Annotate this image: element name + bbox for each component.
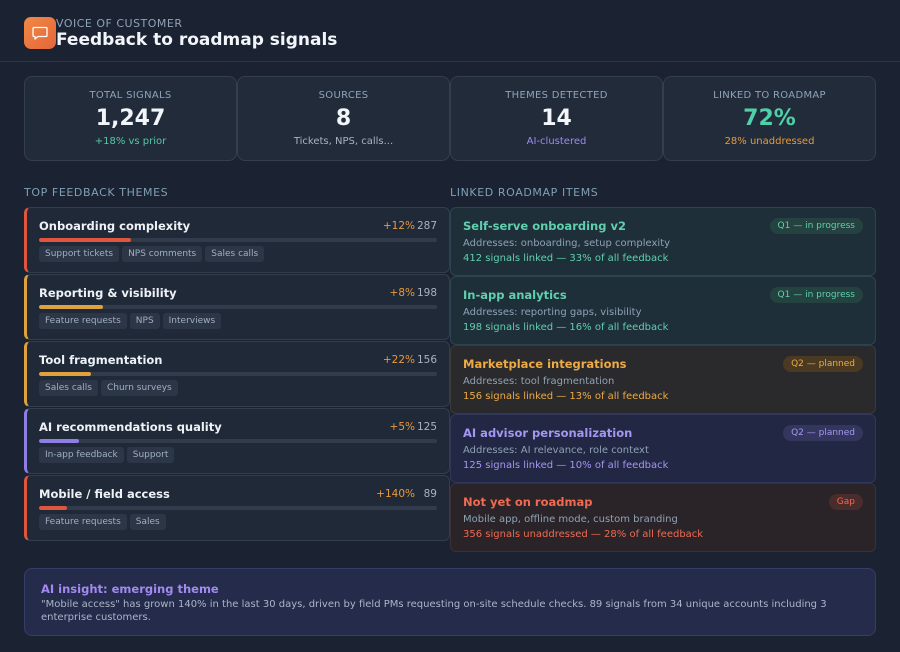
- theme-delta: +5%: [389, 421, 415, 433]
- stat-card-sources: SOURCES 8 Tickets, NPS, calls...: [237, 76, 450, 161]
- stat-card-total-signals: TOTAL SIGNALS 1,247 +18% vs prior: [24, 76, 237, 161]
- stat-value: 72%: [743, 106, 796, 131]
- stat-value: 8: [335, 106, 352, 131]
- theme-progress-fill: [39, 439, 79, 443]
- roadmap-item-linked: 156 signals linked — 13% of all feedback: [463, 391, 669, 402]
- roadmap-item-linked: 356 signals unaddressed — 28% of all fee…: [463, 529, 704, 540]
- source-tag: Sales: [129, 514, 166, 530]
- theme-progress-track: [39, 238, 437, 242]
- roadmap-status-badge: Q1 — in progress: [769, 218, 863, 234]
- roadmap-item-name: Self-serve onboarding v2: [463, 219, 626, 233]
- source-tag: Feature requests: [39, 514, 127, 530]
- stat-card-linked-to-roadmap: LINKED TO ROADMAP 72% 28% unaddressed: [663, 76, 876, 161]
- theme-count: 125: [416, 421, 437, 433]
- theme-card[interactable]: Reporting & visibility +8% 198 Feature requ…: [24, 274, 450, 340]
- chat-bubble-icon: [24, 17, 56, 49]
- roadmap-item-linked: 412 signals linked — 33% of all feedback: [463, 253, 669, 264]
- app-header: VOICE OF CUSTOMER Feedback to roadmap si…: [0, 0, 900, 62]
- insight-text: "Mobile access" has grown 140% in the la…: [41, 599, 827, 623]
- roadmap-status-badge: Q2 — planned: [783, 356, 863, 372]
- stat-value: 14: [541, 106, 572, 131]
- theme-progress-track: [39, 439, 437, 443]
- theme-count: 89: [423, 488, 437, 500]
- theme-progress-fill: [39, 372, 91, 376]
- stat-label: LINKED TO ROADMAP: [713, 90, 826, 101]
- ai-insight-panel: AI insight: emerging theme "Mobile acces…: [24, 568, 876, 636]
- stat-sub: +18% vs prior: [94, 136, 167, 147]
- insight-title: AI insight: emerging theme: [41, 582, 219, 596]
- theme-progress-fill: [39, 305, 103, 309]
- themes-section-title: TOP FEEDBACK THEMES: [24, 186, 169, 199]
- source-tag: Sales calls: [39, 380, 98, 396]
- theme-progress-track: [39, 305, 437, 309]
- theme-card[interactable]: Mobile / field access +140% 89 Feature requ…: [24, 475, 450, 541]
- theme-delta: +12%: [382, 220, 415, 232]
- source-tag: Support tickets: [39, 246, 120, 262]
- theme-tags: Sales calls Churn surveys: [39, 380, 178, 396]
- roadmap-status-badge: Q2 — planned: [783, 425, 863, 441]
- theme-name: Onboarding complexity: [39, 219, 191, 233]
- roadmap-section-title: LINKED ROADMAP ITEMS: [450, 186, 599, 199]
- roadmap-item-addresses: Addresses: AI relevance, role context: [463, 445, 649, 456]
- theme-progress-track: [39, 506, 437, 510]
- page-eyebrow: VOICE OF CUSTOMER: [56, 17, 183, 30]
- roadmap-item-name: Marketplace integrations: [463, 357, 627, 371]
- stat-sub: 28% unaddressed: [724, 136, 815, 147]
- source-tag: Feature requests: [39, 313, 127, 329]
- theme-card[interactable]: Onboarding complexity +12% 287 Support tick…: [24, 207, 450, 273]
- theme-delta: +22%: [382, 354, 415, 366]
- roadmap-item[interactable]: In-app analytics Q1 — in progress Addresse…: [450, 276, 876, 345]
- source-tag: In-app feedback: [39, 447, 124, 463]
- source-tag: NPS comments: [122, 246, 203, 262]
- stat-sub: Tickets, NPS, calls...: [293, 136, 394, 147]
- roadmap-status-badge: Q1 — in progress: [769, 287, 863, 303]
- theme-name: Tool fragmentation: [39, 353, 163, 367]
- stat-sub: AI-clustered: [526, 136, 587, 147]
- theme-tags: In-app feedback Support: [39, 447, 175, 463]
- theme-delta: +140%: [376, 488, 415, 500]
- theme-card[interactable]: Tool fragmentation +22% 156 Sales calls Chur…: [24, 341, 450, 407]
- theme-card[interactable]: AI recommendations quality +5% 125 In-app f…: [24, 408, 450, 474]
- theme-tags: Support tickets NPS comments Sales calls: [39, 246, 265, 262]
- stats-row: TOTAL SIGNALS 1,247 +18% vs prior SOURCE…: [24, 76, 876, 161]
- theme-count: 198: [416, 287, 437, 299]
- roadmap-item-addresses: Addresses: onboarding, setup complexity: [463, 238, 671, 249]
- roadmap-item[interactable]: Self-serve onboarding v2 Q1 — in progress…: [450, 207, 876, 276]
- source-tag: Sales calls: [205, 246, 265, 262]
- roadmap-item-name: In-app analytics: [463, 288, 567, 302]
- stat-card-themes-detected: THEMES DETECTED 14 AI-clustered: [450, 76, 663, 161]
- page-title: Feedback to roadmap signals: [56, 30, 338, 50]
- theme-delta: +8%: [389, 287, 415, 299]
- theme-count: 287: [416, 220, 437, 232]
- theme-name: AI recommendations quality: [39, 420, 222, 434]
- stat-label: THEMES DETECTED: [505, 90, 608, 101]
- theme-count: 156: [416, 354, 437, 366]
- theme-tags: Feature requests Sales: [39, 514, 166, 530]
- roadmap-item-linked: 198 signals linked — 16% of all feedback: [463, 322, 669, 333]
- roadmap-item-addresses: Mobile app, offline mode, custom brandin…: [463, 514, 678, 525]
- source-tag: Support: [126, 447, 175, 463]
- theme-tags: Feature requests NPS Interviews: [39, 313, 222, 329]
- roadmap-item-name: Not yet on roadmap: [463, 495, 593, 509]
- stat-value: 1,247: [95, 106, 166, 131]
- source-tag: Churn surveys: [100, 380, 178, 396]
- roadmap-status-badge: Gap: [828, 494, 863, 510]
- stat-label: SOURCES: [318, 90, 369, 101]
- roadmap-item[interactable]: AI advisor personalization Q2 — planned Ad…: [450, 414, 876, 483]
- roadmap-item-name: AI advisor personalization: [463, 426, 633, 440]
- theme-name: Mobile / field access: [39, 487, 170, 501]
- roadmap-item-linked: 125 signals linked — 10% of all feedback: [463, 460, 669, 471]
- source-tag: NPS: [129, 313, 160, 329]
- roadmap-item[interactable]: Marketplace integrations Q2 — planned Addr…: [450, 345, 876, 414]
- theme-progress-track: [39, 372, 437, 376]
- theme-progress-fill: [39, 238, 131, 242]
- theme-progress-fill: [39, 506, 67, 510]
- roadmap-item-addresses: Addresses: reporting gaps, visibility: [463, 307, 642, 318]
- roadmap-item[interactable]: Not yet on roadmap Gap Mobile app, offline…: [450, 483, 876, 552]
- stat-label: TOTAL SIGNALS: [89, 90, 172, 101]
- source-tag: Interviews: [162, 313, 222, 329]
- roadmap-item-addresses: Addresses: tool fragmentation: [463, 376, 615, 387]
- theme-name: Reporting & visibility: [39, 286, 177, 300]
